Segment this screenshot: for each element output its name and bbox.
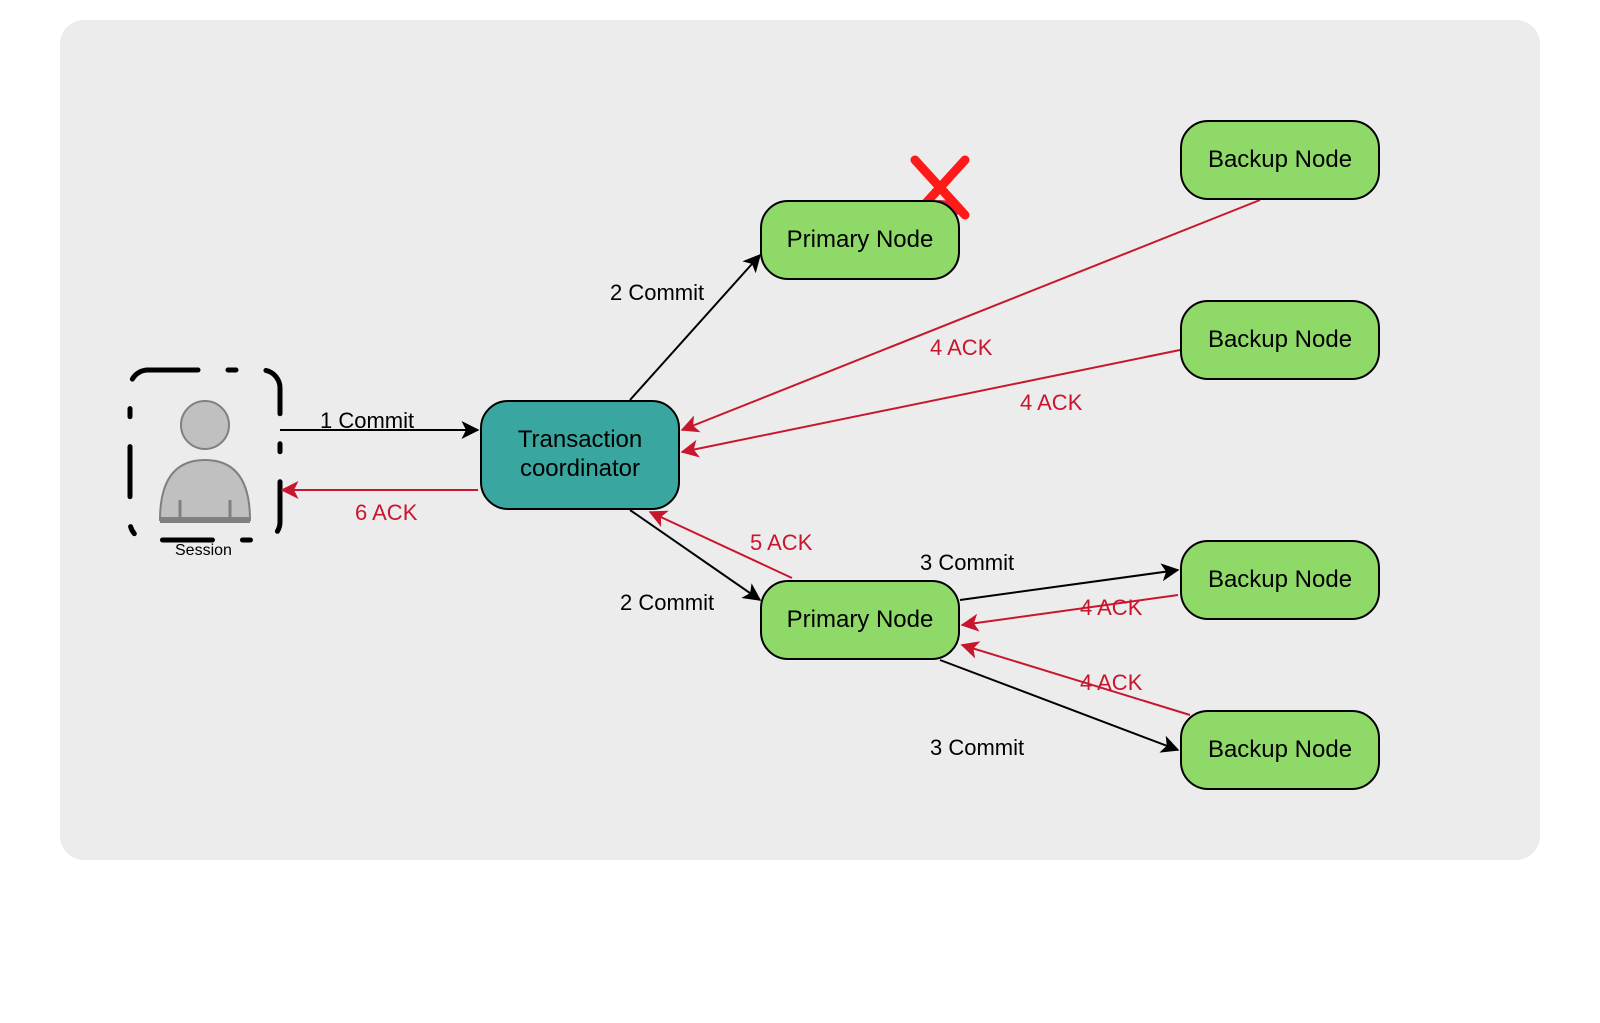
edge-4-ack-c [962, 595, 1178, 625]
edge-4-ack-b [682, 350, 1180, 452]
person-icon [160, 401, 250, 520]
backup-node-4: Backup Node [1180, 710, 1380, 790]
primary-node-2: Primary Node [760, 580, 960, 660]
backup-node-2: Backup Node [1180, 300, 1380, 380]
label-4-ack-d: 4 ACK [1080, 670, 1142, 696]
backup-node-3-label: Backup Node [1208, 566, 1352, 595]
label-5-ack: 5 ACK [750, 530, 812, 556]
primary-node-1: Primary Node [760, 200, 960, 280]
backup-node-3: Backup Node [1180, 540, 1380, 620]
primary-node-2-label: Primary Node [787, 606, 934, 635]
primary-node-1-label: Primary Node [787, 226, 934, 255]
session-label: Session [175, 542, 232, 560]
label-2-commit-a: 2 Commit [610, 280, 704, 306]
label-4-ack-a: 4 ACK [930, 335, 992, 361]
label-2-commit-b: 2 Commit [620, 590, 714, 616]
session-frame [130, 370, 280, 540]
backup-node-2-label: Backup Node [1208, 326, 1352, 355]
edge-4-ack-d [962, 645, 1190, 715]
transaction-coordinator-node: Transaction coordinator [480, 400, 680, 510]
coordinator-label: Transaction coordinator [518, 426, 643, 484]
label-4-ack-b: 4 ACK [1020, 390, 1082, 416]
label-3-commit-b: 3 Commit [930, 735, 1024, 761]
edge-2-commit-a [630, 255, 760, 400]
backup-node-1: Backup Node [1180, 120, 1380, 200]
label-4-ack-c: 4 ACK [1080, 595, 1142, 621]
label-3-commit-a: 3 Commit [920, 550, 1014, 576]
label-6-ack: 6 ACK [355, 500, 417, 526]
diagram-canvas: Session Transaction coordinator Primary … [60, 20, 1540, 860]
backup-node-1-label: Backup Node [1208, 146, 1352, 175]
edge-2-commit-b [630, 510, 760, 600]
label-1-commit: 1 Commit [320, 408, 414, 434]
backup-node-4-label: Backup Node [1208, 736, 1352, 765]
